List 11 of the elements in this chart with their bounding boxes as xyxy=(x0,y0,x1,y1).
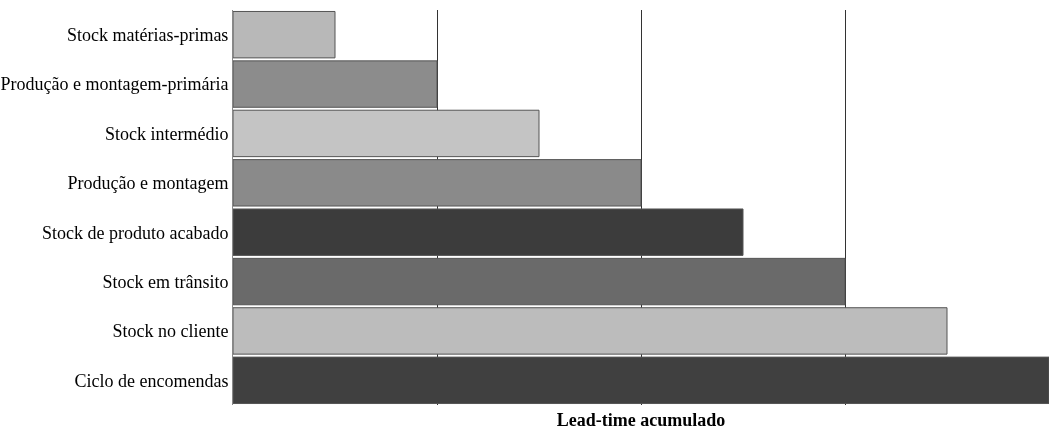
y-tick-label: Stock intermédio xyxy=(104,123,229,144)
bar xyxy=(233,257,846,306)
y-tick-label: Produção e montagem xyxy=(67,173,229,194)
x-axis-title: Lead-time acumulado xyxy=(556,410,726,431)
y-tick-label: Stock em trânsito xyxy=(102,271,229,292)
y-tick-label: Stock matérias-primas xyxy=(66,24,229,45)
y-tick-label: Ciclo de encomendas xyxy=(74,370,229,391)
y-tick-label: Stock de produto acabado xyxy=(41,222,229,243)
y-tick-label: Produção e montagem-primária xyxy=(0,74,229,95)
y-tick-label: Stock no cliente xyxy=(112,321,229,342)
bar xyxy=(233,109,540,158)
